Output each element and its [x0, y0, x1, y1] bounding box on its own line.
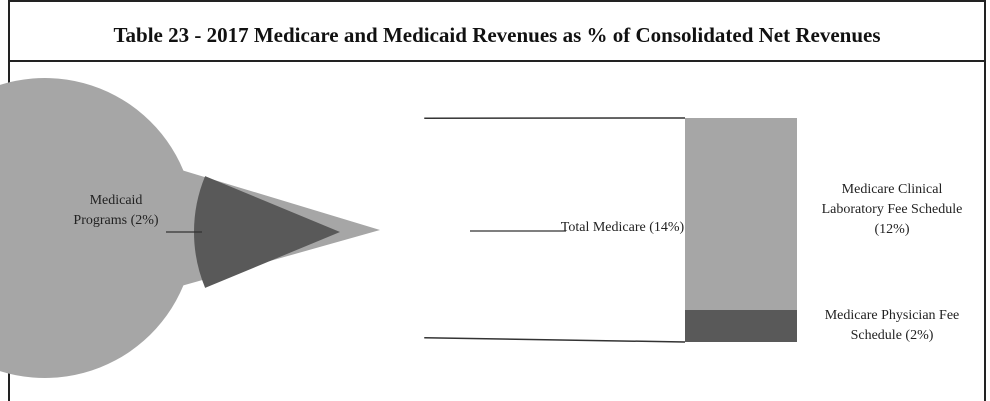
category-label: Medicare Physician Fee Schedule (2%)	[824, 308, 960, 343]
category-label: Medicare Clinical Laboratory Fee Schedul…	[821, 182, 963, 237]
bar-segment	[685, 310, 797, 342]
pie-slice	[193, 176, 340, 288]
category-label: Total Medicare (14%)	[560, 220, 685, 235]
pie-slice	[0, 78, 380, 378]
chart-title: Table 23 - 2017 Medicare and Medicaid Re…	[10, 2, 984, 62]
connector	[424, 337, 686, 343]
category-label: Medicaid Programs (2%)	[73, 193, 159, 228]
frame: Table 23 - 2017 Medicare and Medicaid Re…	[8, 0, 986, 401]
bar-segment	[685, 118, 797, 310]
